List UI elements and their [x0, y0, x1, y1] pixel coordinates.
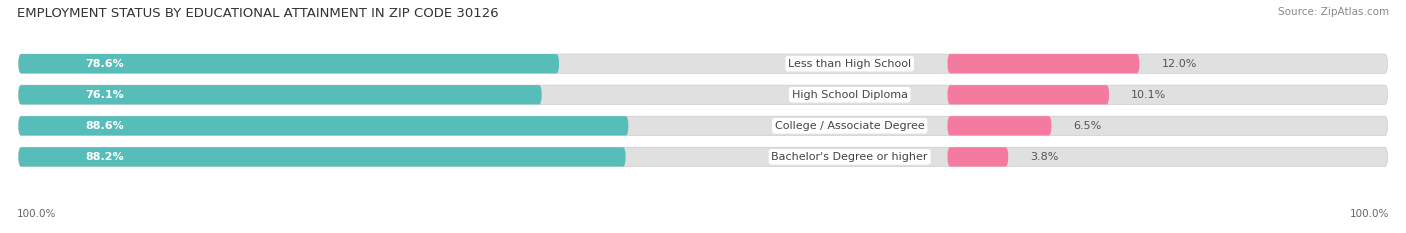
Text: 3.8%: 3.8%: [1031, 152, 1059, 162]
Text: 12.0%: 12.0%: [1161, 59, 1197, 69]
Text: College / Associate Degree: College / Associate Degree: [775, 121, 925, 131]
FancyBboxPatch shape: [18, 116, 1388, 135]
Text: Bachelor's Degree or higher: Bachelor's Degree or higher: [772, 152, 928, 162]
Text: EMPLOYMENT STATUS BY EDUCATIONAL ATTAINMENT IN ZIP CODE 30126: EMPLOYMENT STATUS BY EDUCATIONAL ATTAINM…: [17, 7, 499, 20]
FancyBboxPatch shape: [948, 85, 1109, 104]
Text: 88.6%: 88.6%: [86, 121, 124, 131]
Text: 88.2%: 88.2%: [86, 152, 124, 162]
Text: 100.0%: 100.0%: [1350, 209, 1389, 219]
FancyBboxPatch shape: [948, 147, 1008, 167]
Text: Source: ZipAtlas.com: Source: ZipAtlas.com: [1278, 7, 1389, 17]
Text: 6.5%: 6.5%: [1074, 121, 1102, 131]
FancyBboxPatch shape: [948, 54, 1139, 73]
Text: High School Diploma: High School Diploma: [792, 90, 908, 100]
FancyBboxPatch shape: [18, 116, 628, 135]
FancyBboxPatch shape: [18, 85, 541, 104]
FancyBboxPatch shape: [18, 54, 560, 73]
FancyBboxPatch shape: [948, 116, 1052, 135]
Legend: In Labor Force, Unemployed: In Labor Force, Unemployed: [603, 231, 803, 233]
FancyBboxPatch shape: [18, 85, 1388, 104]
FancyBboxPatch shape: [18, 147, 626, 167]
FancyBboxPatch shape: [18, 54, 1388, 73]
Text: Less than High School: Less than High School: [789, 59, 911, 69]
Text: 76.1%: 76.1%: [86, 90, 124, 100]
Text: 78.6%: 78.6%: [86, 59, 124, 69]
Text: 100.0%: 100.0%: [17, 209, 56, 219]
Text: 10.1%: 10.1%: [1132, 90, 1167, 100]
FancyBboxPatch shape: [18, 147, 1388, 167]
